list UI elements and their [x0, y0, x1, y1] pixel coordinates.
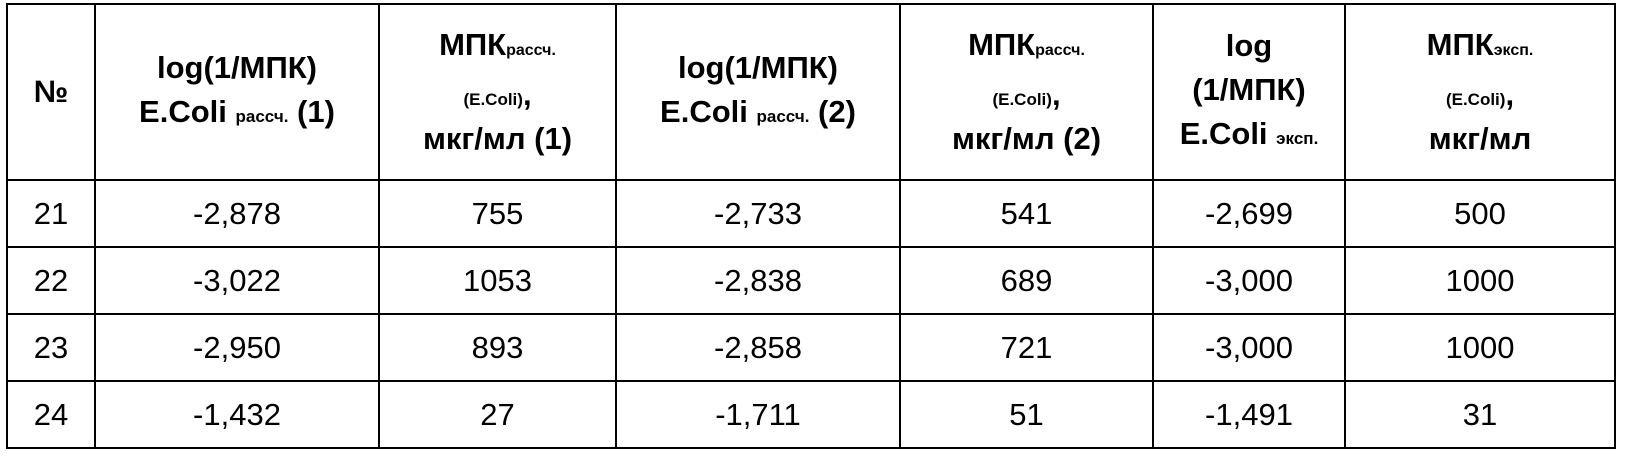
cell-mic-exp: 1000: [1344, 246, 1616, 315]
header-mic-calc-2-subscript: рассч.: [1035, 42, 1085, 59]
table-row: 23 -2,950 893 -2,858 721 -3,000 1000: [6, 313, 1616, 382]
table-row: 21 -2,878 755 -2,733 541 -2,699 500: [6, 179, 1616, 248]
table-row: 22 -3,022 1053 -2,838 689 -3,000 1000: [6, 246, 1616, 315]
cell-num: 21: [6, 179, 96, 248]
header-mic-calc-2-comma: ,: [1051, 77, 1061, 112]
cell-log-calc-2: -2,838: [615, 246, 901, 315]
cell-num: 22: [6, 246, 96, 315]
header-mic-exp-subscript: эксп.: [1493, 42, 1534, 59]
mic-table: № log(1/МПК) E.Coli рассч. (1) МПКрассч.…: [6, 3, 1616, 449]
header-mic-calc-1-label: МПК: [439, 27, 507, 62]
header-mic-calc-1-subscript: рассч.: [506, 42, 556, 59]
header-mic-calc-1: МПКрассч. (E.Coli), мкг/мл (1): [378, 3, 617, 181]
header-num-text: №: [33, 74, 69, 109]
header-mic-exp-unit: мкг/мл: [1428, 121, 1532, 156]
header-mic-calc-1-line2: (E.Coli),: [380, 73, 615, 117]
header-mic-calc-2-line2: (E.Coli),: [901, 73, 1152, 117]
header-mic-calc-1-comma: ,: [522, 77, 532, 112]
table-row: 24 -1,432 27 -1,711 51 -1,491 31: [6, 380, 1616, 449]
header-mic-exp-line2: (E.Coli),: [1346, 73, 1614, 117]
header-num: №: [6, 3, 96, 181]
header-log-calc-2-line1: log(1/МПК): [677, 49, 838, 85]
cell-log-calc-1: -2,950: [94, 313, 380, 382]
cell-mic-exp: 1000: [1344, 313, 1616, 382]
cell-mic-calc-2: 51: [899, 380, 1154, 449]
header-mic-calc-1-unit: мкг/мл (1): [422, 121, 573, 156]
header-mic-calc-1-line1: МПКрассч.: [380, 23, 615, 73]
cell-mic-exp: 31: [1344, 380, 1616, 449]
header-log-calc-2-line2: E.Coli рассч. (2): [617, 90, 899, 139]
cell-mic-calc-2: 541: [899, 179, 1154, 248]
header-log-exp-line3: E.Coli эксп.: [1154, 112, 1344, 161]
header-log-calc-1-line2: E.Coli рассч. (1): [96, 90, 378, 139]
cell-log-exp: -3,000: [1152, 246, 1346, 315]
cell-log-calc-1: -2,878: [94, 179, 380, 248]
cell-log-calc-1: -3,022: [94, 246, 380, 315]
header-log-calc-1-line1: log(1/МПК): [156, 49, 317, 85]
header-mic-calc-2: МПКрассч. (E.Coli), мкг/мл (2): [899, 3, 1154, 181]
header-log-exp-subscript: эксп.: [1276, 128, 1319, 148]
header-log-exp-organism: E.Coli: [1179, 115, 1268, 151]
header-log-calc-2-organism: E.Coli: [660, 93, 748, 129]
header-mic-calc-1-organism: (E.Coli): [463, 90, 523, 109]
header-mic-exp-label: МПК: [1426, 27, 1494, 62]
header-mic-exp-comma: ,: [1505, 77, 1515, 112]
header-log-exp-line2: (1/МПК): [1192, 71, 1306, 107]
header-mic-calc-2-organism: (E.Coli): [992, 90, 1052, 109]
header-row: № log(1/МПК) E.Coli рассч. (1) МПКрассч.…: [6, 3, 1616, 181]
header-log-exp-line1: log: [1225, 27, 1273, 63]
header-log-calc-1-subscript: рассч.: [235, 106, 289, 126]
cell-mic-calc-1: 27: [378, 380, 617, 449]
header-log-calc-1-organism: E.Coli: [139, 93, 227, 129]
header-mic-calc-2-line1: МПКрассч.: [901, 23, 1152, 73]
header-mic-calc-2-unit: мкг/мл (2): [951, 121, 1102, 156]
cell-num: 24: [6, 380, 96, 449]
header-mic-exp-line1: МПКэксп.: [1346, 23, 1614, 73]
cell-log-calc-1: -1,432: [94, 380, 380, 449]
header-mic-exp-organism: (E.Coli): [1445, 90, 1506, 109]
cell-mic-calc-1: 755: [378, 179, 617, 248]
cell-mic-exp: 500: [1344, 179, 1616, 248]
cell-num: 23: [6, 313, 96, 382]
header-log-calc-1-index: (1): [297, 93, 335, 129]
cell-mic-calc-2: 689: [899, 246, 1154, 315]
cell-mic-calc-2: 721: [899, 313, 1154, 382]
cell-log-calc-2: -2,733: [615, 179, 901, 248]
cell-mic-calc-1: 893: [378, 313, 617, 382]
header-log-exp: log (1/МПК) E.Coli эксп.: [1152, 3, 1346, 181]
header-mic-calc-2-label: МПК: [968, 27, 1036, 62]
cell-log-calc-2: -1,711: [615, 380, 901, 449]
header-log-calc-2-subscript: рассч.: [756, 106, 810, 126]
header-mic-exp: МПКэксп. (E.Coli), мкг/мл: [1344, 3, 1616, 181]
cell-mic-calc-1: 1053: [378, 246, 617, 315]
header-log-calc-2-index: (2): [818, 93, 856, 129]
cell-log-exp: -2,699: [1152, 179, 1346, 248]
header-log-calc-1: log(1/МПК) E.Coli рассч. (1): [94, 3, 380, 181]
cell-log-exp: -3,000: [1152, 313, 1346, 382]
header-log-calc-2: log(1/МПК) E.Coli рассч. (2): [615, 3, 901, 181]
cell-log-calc-2: -2,858: [615, 313, 901, 382]
cell-log-exp: -1,491: [1152, 380, 1346, 449]
